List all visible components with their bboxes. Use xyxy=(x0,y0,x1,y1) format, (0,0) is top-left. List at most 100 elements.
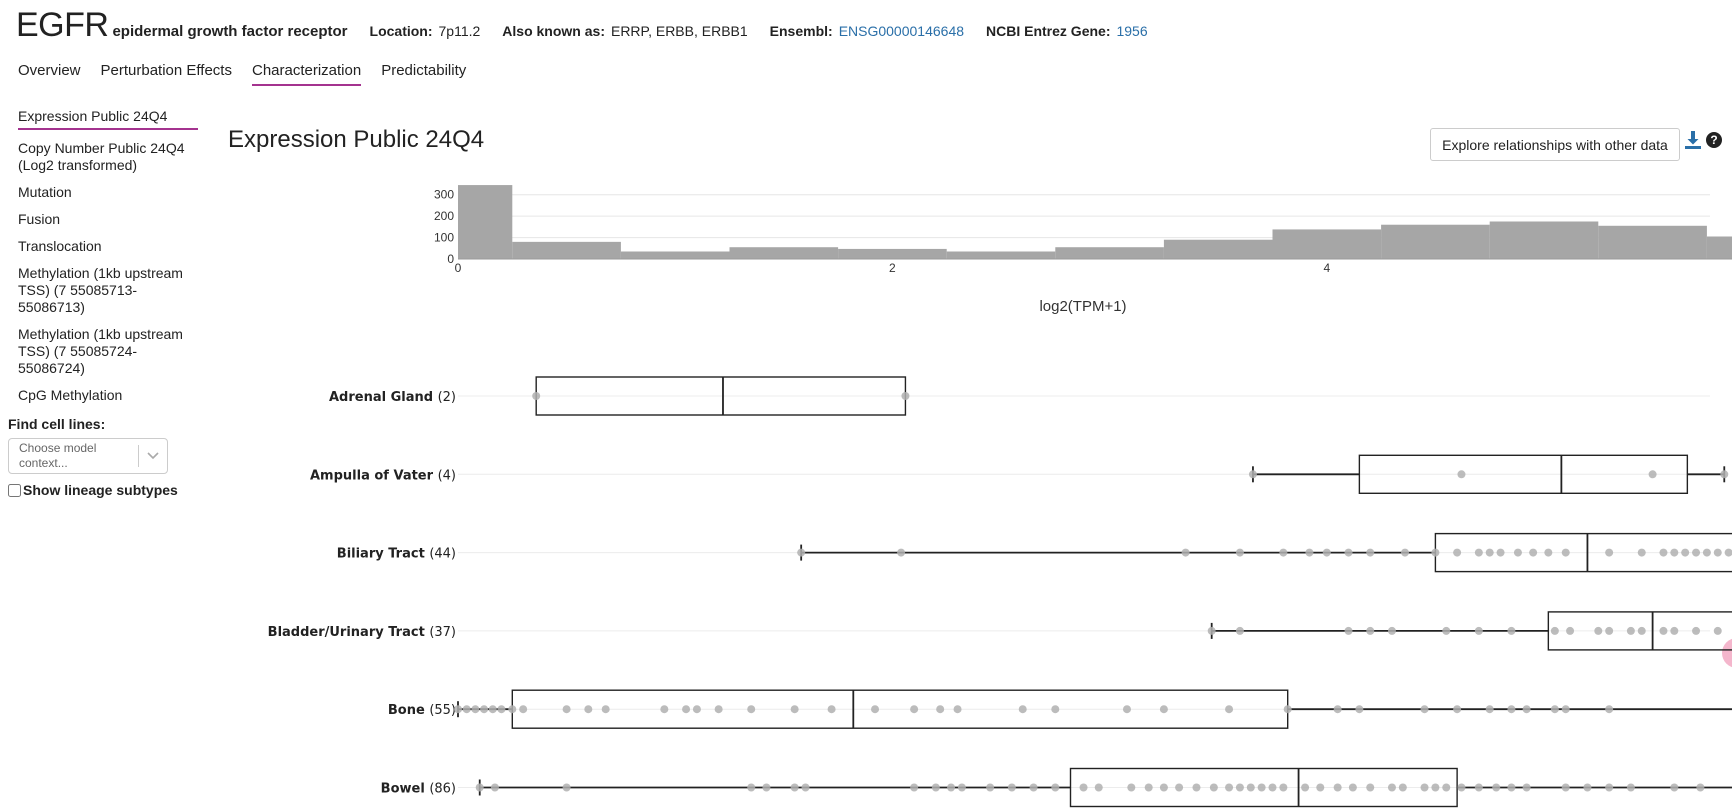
boxplot-point xyxy=(1079,783,1088,792)
boxplot-point xyxy=(601,705,610,714)
histogram-bar xyxy=(729,247,839,259)
boxplot-point xyxy=(1659,548,1668,557)
aka-label: Also known as: xyxy=(502,23,605,39)
boxplot-point xyxy=(1457,783,1466,792)
boxplot-point xyxy=(947,783,956,792)
sidebar-item-translocation[interactable]: Translocation xyxy=(18,238,102,254)
boxplot-point xyxy=(1670,626,1679,635)
boxplot-point xyxy=(1420,705,1429,714)
boxplot-point xyxy=(1018,705,1027,714)
category-count: (55) xyxy=(429,703,456,718)
boxplot-point xyxy=(1453,548,1462,557)
boxplot-point xyxy=(1692,548,1701,557)
category-name: Ampulla of Vater xyxy=(310,468,438,483)
boxplot-point xyxy=(1457,470,1466,479)
boxplot-point xyxy=(1246,783,1255,792)
chevron-down-icon[interactable] xyxy=(139,449,167,463)
histogram-x-axis-label: log2(TPM+1) xyxy=(1039,298,1126,315)
boxplot-category-label: Adrenal Gland (2) xyxy=(329,390,456,405)
boxplot-point xyxy=(1507,783,1516,792)
boxplot-point xyxy=(871,705,880,714)
explore-relationships-button[interactable]: Explore relationships with other data xyxy=(1430,128,1680,161)
category-count: (44) xyxy=(429,547,456,562)
boxplot-point xyxy=(454,705,462,714)
boxplot-point xyxy=(1513,548,1522,557)
boxplot-point xyxy=(1235,783,1244,792)
boxplot-point xyxy=(490,783,499,792)
sidebar-item-fusion[interactable]: Fusion xyxy=(18,211,61,227)
model-context-select[interactable]: Choose model context... xyxy=(8,438,168,474)
boxplot-point xyxy=(682,705,691,714)
boxplot-point xyxy=(1279,548,1288,557)
boxplot-point xyxy=(1626,626,1635,635)
sidebar-item-cpg-methylation[interactable]: CpG Methylation xyxy=(18,387,123,403)
boxplot-point xyxy=(910,705,919,714)
boxplot-point xyxy=(1550,626,1559,635)
category-name: Bladder/Urinary Tract xyxy=(268,625,430,640)
boxplot-point xyxy=(497,705,506,714)
boxplot-point xyxy=(986,783,995,792)
boxplot-category-label: Bladder/Urinary Tract (37) xyxy=(268,625,456,640)
tab-perturbation-effects[interactable]: Perturbation Effects xyxy=(100,62,232,79)
histogram-bar xyxy=(620,251,730,259)
boxplot-point xyxy=(508,705,517,714)
boxplot-point xyxy=(1626,783,1635,792)
histogram-bar xyxy=(1706,236,1732,259)
boxplot-point xyxy=(1283,705,1292,714)
tab-characterization[interactable]: Characterization xyxy=(251,62,362,86)
histogram-bar xyxy=(946,251,1056,259)
ensembl-link[interactable]: ENSG00000146648 xyxy=(838,23,965,39)
boxplot-box xyxy=(1069,767,1458,808)
boxplot-point xyxy=(1051,783,1060,792)
boxplot-point xyxy=(1225,783,1234,792)
floating-action-handle[interactable] xyxy=(1722,638,1732,668)
boxplot-category-label: Biliary Tract (44) xyxy=(337,547,456,562)
boxplot-point xyxy=(1442,626,1451,635)
sidebar-item-methylation-1[interactable]: Methylation (1kb upstream TSS) (7 550857… xyxy=(18,265,183,315)
gene-name: epidermal growth factor receptor xyxy=(112,23,348,40)
boxplot-point xyxy=(1305,548,1314,557)
boxplot-point xyxy=(1702,548,1711,557)
boxplot-point xyxy=(1235,548,1244,557)
boxplot-point xyxy=(1496,548,1505,557)
boxplot-point xyxy=(1029,783,1038,792)
aka-value: ERRP, ERBB, ERBB1 xyxy=(610,23,748,39)
boxplot-point xyxy=(1670,548,1679,557)
boxplot-point xyxy=(762,783,771,792)
lineage-subtypes-checkbox[interactable] xyxy=(8,483,21,497)
gene-header: EGFR epidermal growth factor receptor Lo… xyxy=(16,6,1148,46)
boxplot-point xyxy=(1279,783,1288,792)
histogram-y-tick-label: 300 xyxy=(434,188,454,202)
lineage-subtypes-row: Show lineage subtypes xyxy=(8,482,200,498)
boxplot-point xyxy=(1400,548,1409,557)
sidebar-item-expression[interactable]: Expression Public 24Q4 xyxy=(18,108,198,130)
boxplot-point xyxy=(1550,705,1559,714)
boxplot-category-label: Bowel (86) xyxy=(381,782,456,797)
histogram-y-tick-label: 200 xyxy=(434,209,454,223)
boxplot-point xyxy=(462,705,471,714)
boxplot-point xyxy=(1398,783,1407,792)
boxplot-point xyxy=(1696,783,1705,792)
question-circle-icon[interactable]: ? xyxy=(1706,132,1722,148)
boxplot-point xyxy=(936,705,945,714)
boxplot-category-label: Bone (55) xyxy=(388,703,456,718)
download-icon[interactable] xyxy=(1684,130,1702,150)
boxplot-point xyxy=(1316,783,1325,792)
tab-predictability[interactable]: Predictability xyxy=(381,62,467,79)
tab-overview[interactable]: Overview xyxy=(18,62,81,79)
boxplot-point xyxy=(1507,626,1516,635)
boxplot-point xyxy=(1485,548,1494,557)
sidebar-item-mutation[interactable]: Mutation xyxy=(18,184,72,200)
boxplot-point xyxy=(1605,783,1614,792)
boxplot-point xyxy=(953,705,962,714)
boxplot-point xyxy=(660,705,669,714)
entrez-link[interactable]: 1956 xyxy=(1116,23,1148,39)
boxplot-point xyxy=(692,705,701,714)
lineage-subtypes-label: Show lineage subtypes xyxy=(23,482,178,498)
find-cell-lines-label: Find cell lines: xyxy=(8,416,106,432)
sidebar-item-methylation-2[interactable]: Methylation (1kb upstream TSS) (7 550857… xyxy=(18,326,183,376)
boxplot-point xyxy=(1420,783,1429,792)
boxplot-point xyxy=(1692,626,1701,635)
sidebar-item-copy-number[interactable]: Copy Number Public 24Q4 (Log2 transforme… xyxy=(18,140,185,173)
